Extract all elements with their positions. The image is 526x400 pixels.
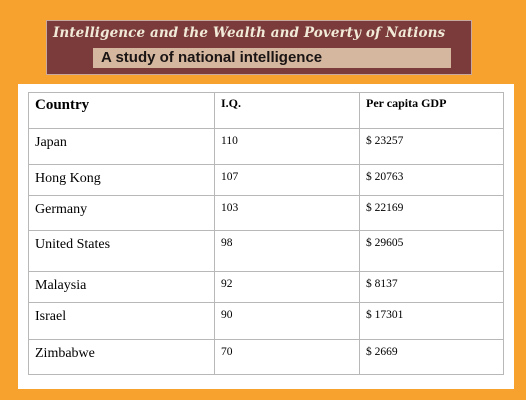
- cell-gdp: $ 29605: [359, 230, 504, 272]
- cell-country: United States: [28, 230, 215, 272]
- cell-gdp: $ 23257: [359, 128, 504, 165]
- data-table: Country I.Q. Per capita GDP Japan 110 $ …: [28, 92, 504, 375]
- cell-gdp: $ 20763: [359, 164, 504, 196]
- cell-gdp: $ 2669: [359, 339, 504, 375]
- table-row: Germany 103 $ 22169: [28, 195, 504, 231]
- table-row: Japan 110 $ 23257: [28, 128, 504, 165]
- table-header-row: Country I.Q. Per capita GDP: [28, 92, 504, 129]
- table-row: Zimbabwe 70 $ 2669: [28, 339, 504, 375]
- banner-title: Intelligence and the Wealth and Poverty …: [53, 25, 446, 41]
- cell-country: Germany: [28, 195, 215, 231]
- table-row: United States 98 $ 29605: [28, 230, 504, 272]
- header-gdp: Per capita GDP: [359, 92, 504, 129]
- cell-iq: 90: [214, 302, 360, 340]
- cell-country: Malaysia: [28, 271, 215, 303]
- banner-subtitle: A study of national intelligence: [93, 48, 451, 68]
- table-row: Malaysia 92 $ 8137: [28, 271, 504, 303]
- cell-gdp: $ 22169: [359, 195, 504, 231]
- cell-gdp: $ 8137: [359, 271, 504, 303]
- cell-iq: 98: [214, 230, 360, 272]
- cell-country: Japan: [28, 128, 215, 165]
- title-banner: Intelligence and the Wealth and Poverty …: [46, 20, 472, 75]
- cell-gdp: $ 17301: [359, 302, 504, 340]
- header-country: Country: [28, 92, 215, 129]
- cell-country: Zimbabwe: [28, 339, 215, 375]
- header-iq: I.Q.: [214, 92, 360, 129]
- cell-country: Hong Kong: [28, 164, 215, 196]
- cell-country: Israel: [28, 302, 215, 340]
- cell-iq: 110: [214, 128, 360, 165]
- cell-iq: 103: [214, 195, 360, 231]
- table-row: Israel 90 $ 17301: [28, 302, 504, 340]
- cell-iq: 92: [214, 271, 360, 303]
- cell-iq: 70: [214, 339, 360, 375]
- table-panel: Country I.Q. Per capita GDP Japan 110 $ …: [18, 84, 514, 389]
- table-row: Hong Kong 107 $ 20763: [28, 164, 504, 196]
- cell-iq: 107: [214, 164, 360, 196]
